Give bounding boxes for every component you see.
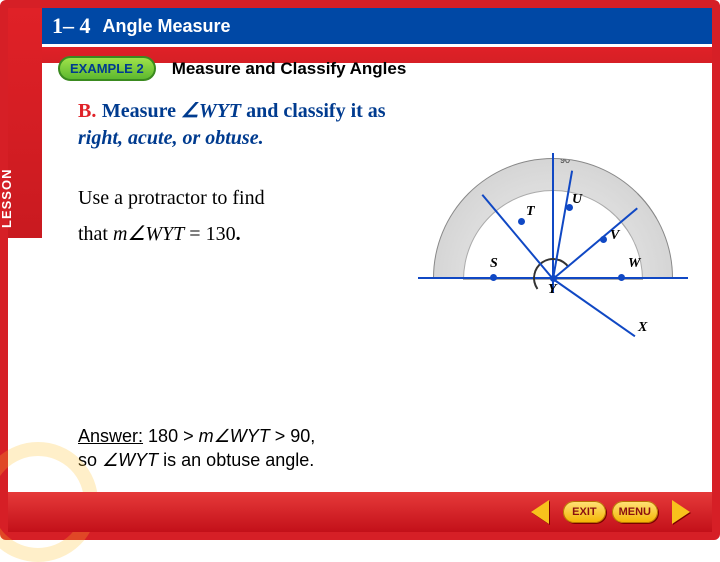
bottom-nav: EXIT MENU	[8, 492, 712, 532]
ray-X	[552, 278, 635, 337]
instruction-line2: that m∠WYT = 130.	[78, 216, 378, 252]
lesson-tab: LESSON	[8, 8, 42, 238]
problem-angle: ∠WYT	[181, 100, 241, 122]
problem-prefix: Measure	[102, 100, 176, 122]
point-S-dot	[490, 274, 497, 281]
chapter-bar: 1– 4 Angle Measure	[42, 8, 712, 44]
menu-button[interactable]: MENU	[612, 501, 658, 523]
answer-label: Answer:	[78, 426, 143, 446]
lesson-tab-label: LESSON	[0, 169, 14, 228]
point-V-dot	[600, 236, 607, 243]
example-badge-label: EXAMPLE 2	[58, 56, 156, 81]
classify-options: right, acute, or obtuse.	[78, 127, 682, 150]
label-V: V	[610, 228, 619, 244]
label-T: T	[526, 204, 535, 220]
exit-button[interactable]: EXIT	[563, 501, 605, 523]
chapter-title: Angle Measure	[103, 16, 231, 37]
answer-block: Answer: 180 > m∠WYT > 90, so ∠WYT is an …	[78, 425, 315, 472]
example-title: Measure and Classify Angles	[172, 59, 407, 79]
prev-button[interactable]	[523, 498, 557, 526]
example-badge: EXAMPLE 2 Measure and Classify Angles	[58, 56, 406, 81]
chapter-number: 1– 4	[52, 13, 91, 39]
problem-letter: B.	[78, 100, 96, 122]
label-S: S	[490, 256, 498, 272]
next-button[interactable]	[664, 498, 698, 526]
ninety-deg-label: 90°	[560, 158, 574, 165]
label-W: W	[628, 256, 640, 272]
instruction-line1: Use a protractor to find	[78, 180, 378, 216]
problem-statement: B. Measure ∠WYT and classify it as	[78, 98, 682, 123]
point-T-dot	[518, 218, 525, 225]
chevron-left-icon	[531, 500, 549, 524]
problem-suffix: and classify it as	[246, 100, 385, 122]
label-X: X	[638, 320, 647, 336]
point-Y-dot	[550, 275, 557, 282]
label-U: U	[572, 192, 582, 208]
point-W-dot	[618, 274, 625, 281]
chevron-right-icon	[672, 500, 690, 524]
protractor-figure: 90° S T U V W Y X	[418, 148, 688, 338]
instruction-text: Use a protractor to find that m∠WYT = 13…	[78, 180, 378, 252]
label-Y: Y	[548, 282, 557, 298]
slide-frame: LESSON 1– 4 Angle Measure EXAMPLE 2 Meas…	[0, 0, 720, 540]
